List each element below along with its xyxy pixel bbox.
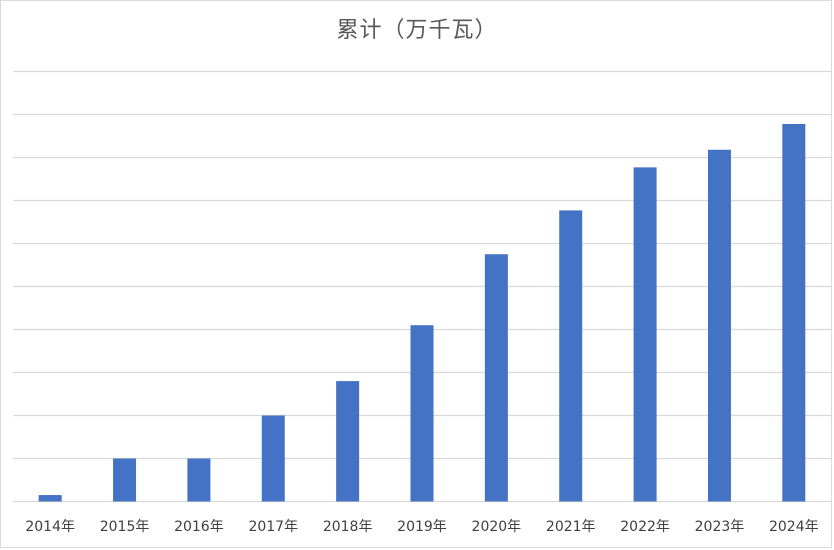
chart-title: 累计（万千瓦） bbox=[336, 18, 498, 43]
x-tick-label: 2022年 bbox=[620, 519, 670, 535]
bar-2017年 bbox=[261, 415, 285, 502]
x-tick-label: 2018年 bbox=[323, 519, 373, 535]
x-tick-label: 2015年 bbox=[100, 519, 150, 535]
bar-2024年 bbox=[782, 123, 806, 502]
bar-2015年 bbox=[113, 458, 137, 502]
x-tick-label: 2016年 bbox=[174, 519, 224, 535]
bar-2018年 bbox=[336, 381, 360, 502]
x-tick-label: 2014年 bbox=[25, 519, 75, 535]
x-tick-label: 2024年 bbox=[769, 519, 819, 535]
x-tick-label: 2019年 bbox=[397, 519, 447, 535]
bar-2014年 bbox=[38, 495, 62, 502]
x-tick-label: 2021年 bbox=[546, 519, 596, 535]
x-tick-label: 2020年 bbox=[472, 519, 522, 535]
bar-2021年 bbox=[559, 210, 583, 502]
x-axis-tick-labels: 2014年 2015年 2016年 2017年 2018年 2019年 2020年 2021年… bbox=[25, 519, 818, 535]
bar-2022年 bbox=[633, 167, 657, 502]
bars bbox=[38, 123, 806, 502]
bar-2019年 bbox=[410, 325, 434, 502]
bar-2023年 bbox=[707, 149, 731, 502]
x-tick-label: 2023年 bbox=[695, 519, 745, 535]
bar-2016年 bbox=[187, 458, 211, 502]
bar-2020年 bbox=[484, 254, 508, 502]
gridlines bbox=[13, 70, 831, 503]
x-tick-label: 2017年 bbox=[248, 519, 298, 535]
